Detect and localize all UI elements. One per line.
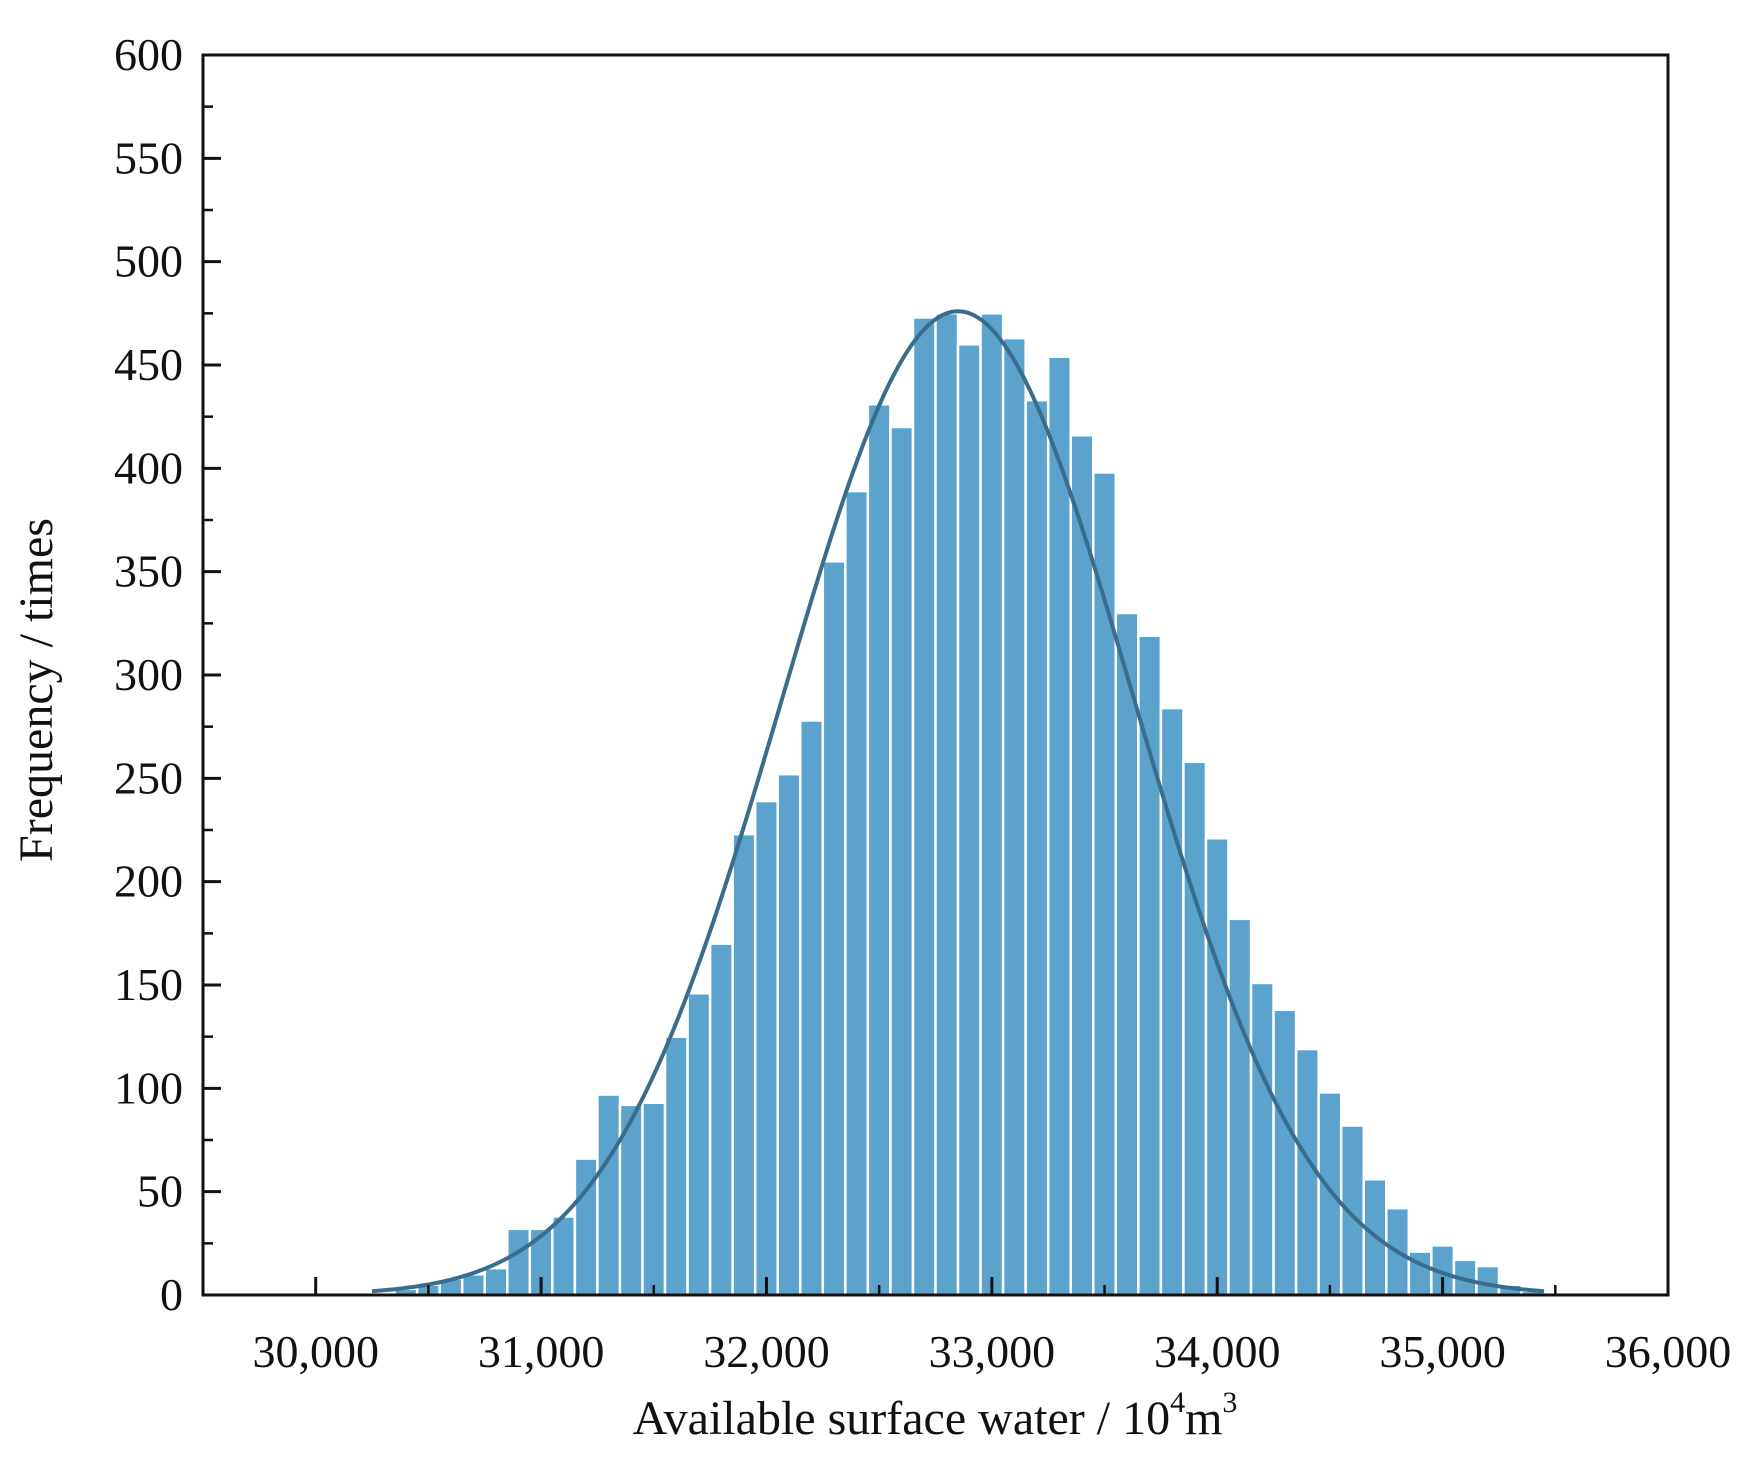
y-tick-label: 250	[114, 752, 183, 803]
histogram-bar	[776, 772, 802, 1297]
histogram-bar	[686, 992, 712, 1297]
histogram-bar	[1227, 917, 1253, 1297]
histogram-bar	[821, 560, 847, 1297]
histogram-bar	[753, 799, 779, 1297]
x-tick-label: 31,000	[478, 1326, 605, 1377]
histogram-bar	[506, 1227, 532, 1297]
histogram-bar	[663, 1035, 689, 1297]
histogram-bar	[1069, 434, 1095, 1297]
histogram-bar	[866, 403, 892, 1297]
histogram-bar	[1114, 611, 1140, 1297]
histogram-bar	[483, 1266, 509, 1297]
histogram-bar	[551, 1215, 577, 1297]
histogram-bar	[731, 832, 757, 1297]
histogram-bar	[1339, 1124, 1365, 1297]
y-tick-label: 100	[114, 1062, 183, 1113]
y-tick-label: 500	[114, 236, 183, 287]
x-axis-title-unit: m	[1185, 1392, 1222, 1445]
x-axis-title: Available surface water / 104m3	[633, 1386, 1238, 1445]
histogram-bars	[370, 312, 1546, 1297]
histogram-bar	[979, 312, 1005, 1297]
histogram-bar	[911, 316, 937, 1297]
histogram-bar	[1272, 1008, 1298, 1297]
histogram-bar	[889, 425, 915, 1297]
y-tick-label: 550	[114, 132, 183, 183]
x-axis-ticks: 30,000 31,000 32,000 33,000 34,000 35,000 36,0…	[252, 1277, 1731, 1377]
histogram-bar	[956, 343, 982, 1297]
y-tick-label: 600	[114, 29, 183, 80]
x-axis-title-text: Available surface water / 10	[633, 1392, 1171, 1445]
x-axis-title-exponent: 4	[1170, 1386, 1185, 1419]
histogram-bar	[1475, 1264, 1501, 1297]
y-axis-ticks: 0 50 100 150 200 250 300 350 400 450 500 550 600	[114, 29, 221, 1320]
x-axis-title-unit-exponent: 3	[1222, 1386, 1237, 1419]
histogram-bar	[799, 719, 825, 1297]
histogram-bar	[1024, 398, 1050, 1297]
histogram-bar	[708, 942, 734, 1297]
x-tick-label: 34,000	[1154, 1326, 1281, 1377]
histogram-bar	[1317, 1091, 1343, 1297]
y-tick-label: 0	[160, 1269, 183, 1320]
y-tick-label: 400	[114, 442, 183, 493]
y-axis-title: Frequency / times	[10, 518, 63, 862]
histogram-bar	[1001, 336, 1027, 1297]
x-tick-label: 36,000	[1605, 1326, 1732, 1377]
histogram-bar	[844, 489, 870, 1297]
histogram-bar	[641, 1101, 667, 1297]
histogram-bar	[596, 1093, 622, 1297]
histogram-bar	[934, 312, 960, 1297]
y-tick-label: 200	[114, 856, 183, 907]
y-tick-label: 300	[114, 649, 183, 700]
y-tick-label: 450	[114, 339, 183, 390]
histogram-bar	[1182, 760, 1208, 1297]
normal-fit-curve	[371, 309, 1545, 1294]
y-tick-label: 350	[114, 546, 183, 597]
histogram-bar	[1249, 981, 1275, 1297]
y-tick-label: 150	[114, 959, 183, 1010]
histogram-bar	[1137, 634, 1163, 1297]
x-tick-label: 30,000	[252, 1326, 379, 1377]
y-tick-label: 50	[137, 1166, 183, 1217]
x-tick-label: 35,000	[1379, 1326, 1506, 1377]
x-tick-label: 32,000	[703, 1326, 830, 1377]
x-tick-label: 33,000	[929, 1326, 1056, 1377]
histogram-bar	[1046, 355, 1072, 1297]
histogram-bar	[1204, 837, 1230, 1297]
